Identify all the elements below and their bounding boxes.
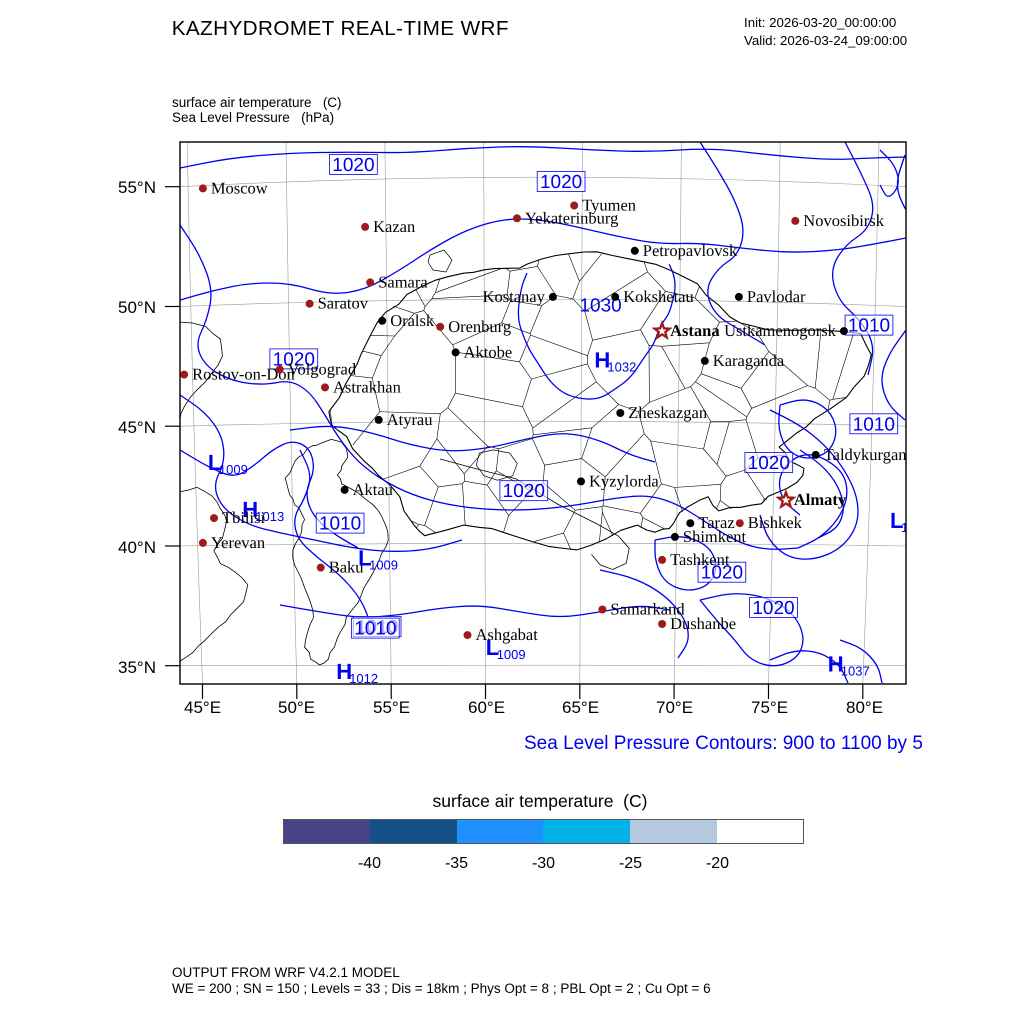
svg-text:Yekaterinburg: Yekaterinburg [525,208,618,227]
svg-text:1032: 1032 [607,360,636,375]
svg-text:Bishkek: Bishkek [748,513,803,532]
svg-text:1010: 1010 [354,619,396,640]
svg-text:Ustkamenogorsk: Ustkamenogorsk [724,321,837,340]
svg-text:Zheskazgan: Zheskazgan [628,403,707,422]
svg-text:Almaty: Almaty [794,490,847,509]
svg-text:100: 100 [901,520,923,535]
svg-text:1020: 1020 [748,453,790,474]
svg-text:Kostanay: Kostanay [483,287,546,306]
svg-text:1020: 1020 [503,481,545,502]
svg-text:Pavlodar: Pavlodar [747,287,806,306]
svg-text:Baku: Baku [329,558,364,577]
svg-text:Saratov: Saratov [318,294,369,313]
svg-text:Shimkent: Shimkent [683,527,747,546]
svg-text:Kyzylorda: Kyzylorda [589,471,659,490]
svg-text:1010: 1010 [848,316,890,337]
svg-text:Astana: Astana [670,321,720,340]
svg-text:Kokshetau: Kokshetau [623,287,694,306]
svg-text:Novosibirsk: Novosibirsk [803,211,884,230]
svg-text:Aktau: Aktau [353,480,393,499]
svg-text:Oralsk: Oralsk [390,311,435,330]
svg-text:Astrakhan: Astrakhan [333,377,401,396]
svg-text:Yerevan: Yerevan [211,533,265,552]
svg-text:Aktobe: Aktobe [464,342,513,361]
svg-text:Ashgabat: Ashgabat [476,625,539,644]
svg-text:Volgograd: Volgograd [288,360,357,379]
svg-text:1020: 1020 [332,155,374,176]
svg-text:1037: 1037 [841,664,870,679]
svg-text:Atyrau: Atyrau [387,410,433,429]
svg-text:1010: 1010 [853,414,895,435]
svg-text:Tbilisi: Tbilisi [222,508,266,527]
svg-text:1020: 1020 [540,172,582,193]
svg-text:Taldykurgan: Taldykurgan [824,445,907,464]
svg-text:Kazan: Kazan [373,217,415,236]
svg-text:Samara: Samara [378,272,428,291]
svg-text:1009: 1009 [219,462,248,477]
svg-text:Karaganda: Karaganda [713,351,785,370]
svg-text:1020: 1020 [752,598,794,619]
svg-text:1009: 1009 [497,647,526,662]
svg-text:1010: 1010 [319,514,361,535]
svg-text:Petropavlovsk: Petropavlovsk [643,241,738,260]
svg-text:Tashkent: Tashkent [670,550,730,569]
svg-text:Orenburg: Orenburg [448,317,511,336]
svg-text:Moscow: Moscow [211,178,268,197]
svg-text:1009: 1009 [369,558,398,573]
svg-text:Dushanbe: Dushanbe [670,614,736,633]
